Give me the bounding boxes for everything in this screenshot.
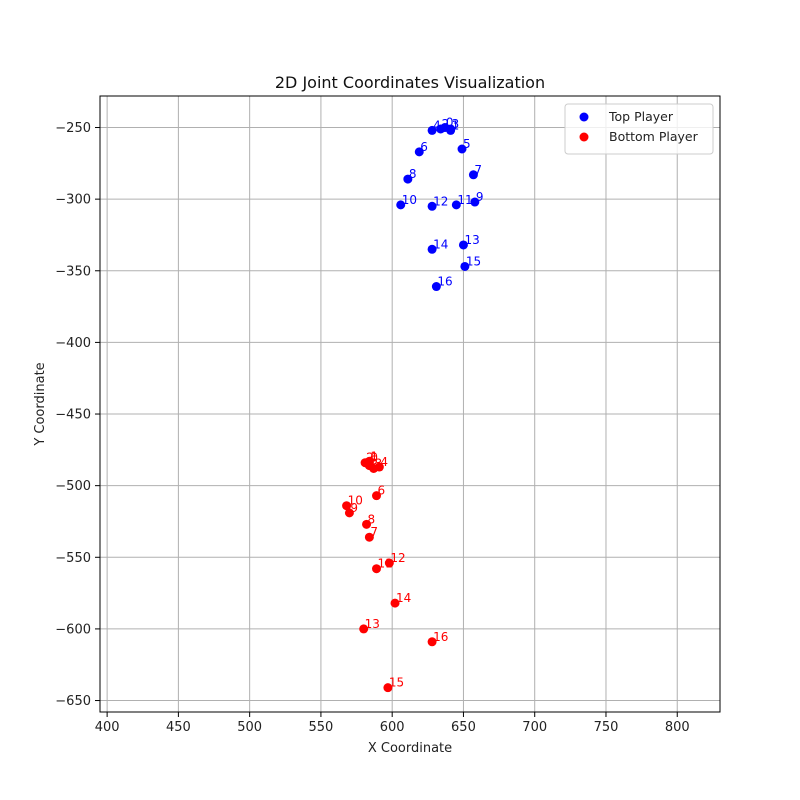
data-point-label: 13 (464, 233, 479, 247)
data-point-label: 4 (433, 118, 441, 132)
data-point (344, 508, 354, 518)
data-point (470, 197, 480, 207)
data-point-label: 5 (370, 454, 378, 468)
data-point-label: 10 (402, 193, 417, 207)
data-point-label: 10 (348, 494, 363, 508)
data-point-label: 6 (378, 484, 386, 498)
data-point (427, 637, 437, 647)
x-tick-label: 450 (166, 720, 191, 735)
data-point (458, 240, 468, 250)
axis-ticks: 400 450 500 550 600 650 700 750 800−250−300−350−… (55, 121, 689, 735)
data-point-label: 15 (389, 676, 404, 690)
data-point (383, 683, 393, 693)
legend-marker (579, 112, 589, 122)
data-point-label: 8 (409, 167, 417, 181)
data-point-label: 16 (433, 630, 448, 644)
data-point (431, 282, 441, 292)
x-tick-label: 800 (665, 720, 690, 735)
y-tick-label: −500 (55, 479, 91, 494)
legend-box (564, 103, 714, 155)
data-point-label: 0 (446, 116, 454, 130)
data-point-label: 16 (437, 275, 452, 289)
data-point (427, 125, 437, 135)
legend-marker (579, 132, 589, 142)
data-point (396, 200, 406, 210)
x-tick-label: 600 (380, 720, 405, 735)
data-point-label: 8 (368, 512, 376, 526)
data-point-label: 9 (476, 190, 484, 204)
legend: Top Player Bottom Player (564, 103, 714, 155)
y-tick-label: −350 (55, 264, 91, 279)
data-point (384, 558, 394, 568)
data-point-label: 14 (396, 591, 411, 605)
data-point-label: 3 (452, 117, 460, 131)
data-point-label: 12 (433, 194, 448, 208)
y-tick-label: −550 (55, 551, 91, 566)
data-points: 0123456789101112131415160123456789101112… (342, 116, 483, 693)
x-tick-label: 500 (237, 720, 262, 735)
data-point-label: 6 (420, 140, 428, 154)
data-point-label: 12 (390, 551, 405, 565)
data-point-label: 15 (466, 254, 481, 268)
data-point (364, 461, 374, 471)
data-point-label: 7 (370, 525, 378, 539)
x-tick-label: 700 (522, 720, 547, 735)
x-tick-label: 650 (451, 720, 476, 735)
data-point (436, 124, 446, 134)
legend-entry: Top Player (608, 109, 674, 124)
data-point-label: 0 (370, 451, 378, 465)
data-point (427, 201, 437, 211)
data-point (364, 532, 374, 542)
data-point (427, 244, 437, 254)
x-axis-label: X Coordinate (368, 741, 452, 756)
data-point (390, 598, 400, 608)
chart-title: 2D Joint Coordinates Visualization (275, 73, 545, 92)
y-tick-label: −650 (55, 694, 91, 709)
data-point (362, 519, 372, 529)
data-point (446, 124, 456, 134)
data-point (403, 174, 413, 184)
data-point-label: 5 (463, 137, 471, 151)
data-point-label: 9 (350, 501, 358, 515)
y-tick-label: −450 (55, 408, 91, 423)
y-tick-label: −250 (55, 121, 91, 136)
data-point-label: 7 (474, 163, 482, 177)
y-tick-label: −400 (55, 336, 91, 351)
data-point-label: 1 (370, 449, 378, 463)
data-point (460, 261, 470, 271)
x-tick-label: 550 (309, 720, 334, 735)
y-tick-label: −300 (55, 193, 91, 208)
data-point-label: 11 (457, 193, 472, 207)
legend-entry: Bottom Player (609, 129, 699, 144)
data-point (468, 170, 478, 180)
y-axis-label: Y Coordinate (33, 362, 48, 446)
data-point-label: 4 (380, 455, 388, 469)
data-point-label: 13 (365, 617, 380, 631)
data-point (374, 462, 384, 472)
plot-frame (99, 95, 721, 713)
x-tick-label: 400 (95, 720, 120, 735)
data-point-label: 2 (442, 117, 450, 131)
y-tick-label: −600 (55, 622, 91, 637)
data-point (372, 564, 382, 574)
data-point-label: 1 (452, 118, 460, 132)
data-point (457, 144, 467, 154)
data-point (359, 624, 369, 634)
data-point (451, 200, 461, 210)
data-point (414, 147, 424, 157)
data-point-label: 14 (433, 237, 448, 251)
data-point (372, 491, 382, 501)
x-tick-label: 750 (594, 720, 619, 735)
data-point (342, 501, 352, 511)
data-point-label: 2 (366, 451, 374, 465)
